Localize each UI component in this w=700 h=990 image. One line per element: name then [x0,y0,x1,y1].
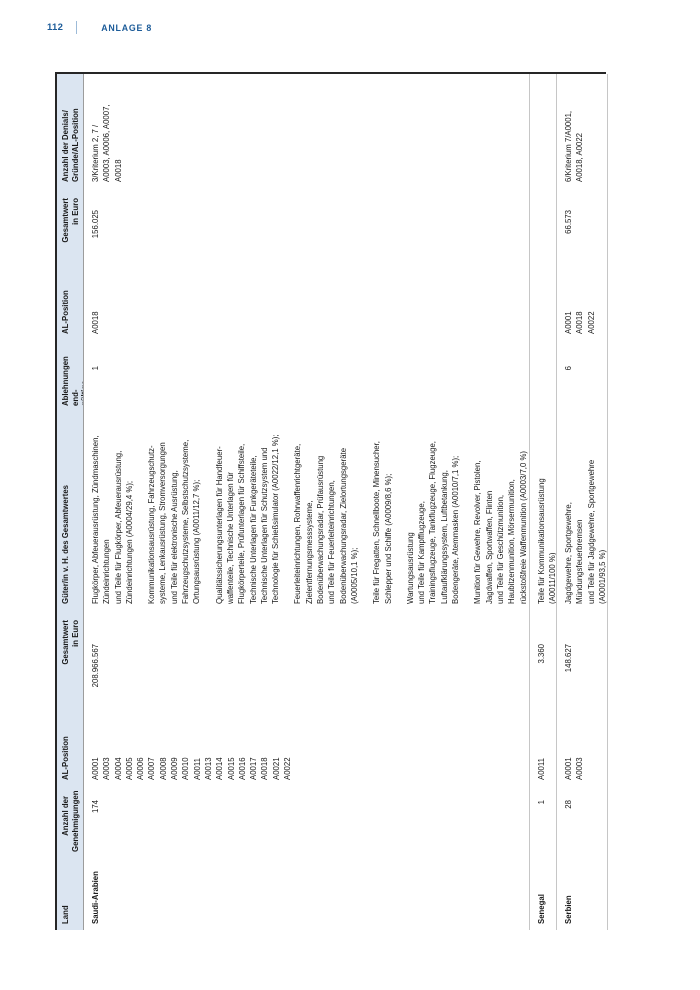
cell-gesamtwert: 148.627 [564,644,573,673]
cell-al-positionen-abl [530,264,556,340]
header-divider [76,21,78,34]
cell-ablehnungen: 1 [91,366,100,371]
cell-genehmigungen: 174 [91,800,100,814]
cell-gesamtwert: 3.360 [537,644,546,664]
cell-denials: 6/Kriterium 7/A0001, A0018, A0022 [564,110,585,182]
cell-al-positionen: A0001 A0003 [564,757,585,780]
cell-gueter: Teile für Kommunikationsausrüstung (A0011… [537,478,556,604]
cell-ablehnungen: 6 [564,366,573,371]
cell-al-positionen: A0011 [537,758,546,780]
cell-land: Saudi-Arabien [91,871,100,924]
cell-ablehnungen [530,340,556,412]
cell-gueter: Flugkörper, Abfeuerausrüstung, Zündmasch… [91,434,528,604]
header-land: Land [61,905,70,924]
cell-land: Serbien [564,895,573,924]
rotated-table-container: Land Anzahl der Genehmigungen AL-Position… [55,72,608,930]
header-gueter: Güter/in v. H. des Gesamtwertes [61,484,70,604]
cell-al-positionen-abl: A0001 A0018 A0022 [564,311,596,334]
cell-al-positionen: A0001 A0003 A0004 A0005 A0006 A0007 A0008 A0009… [91,757,293,780]
header-ablehnungen: Ablehnungen end-gültige Ausfuhren [61,356,83,406]
annex-label: ANLAGE 8 [101,22,153,33]
header-gesamtwert: Gesamtwert in Euro [61,620,80,665]
cell-denials: 3/Kriterium 2, 7 /A0003, A0006, A0007, A0… [91,104,123,182]
cell-land: Senegal [537,894,546,924]
cell-genehmigungen: 28 [564,800,573,809]
table-row-saudi-arabien: Saudi-Arabien 174 A0001 A0003 A0004 A0005 A0… [84,74,530,930]
table-header-row: Land Anzahl der Genehmigungen AL-Position… [57,74,84,930]
cell-gesamtwert: 208.966.567 [91,644,100,688]
header-anzahl-denials: Anzahl der Denials/Gründe/AL-Position [61,108,80,182]
cell-gesamtwert-abl: 66.573 [564,210,573,234]
header-al-position: AL-Position [61,736,70,780]
page-number: 112 [47,22,64,33]
page-header: 112 ANLAGE 8 [47,21,152,34]
export-licences-table: Land Anzahl der Genehmigungen AL-Position… [55,72,608,930]
header-gesamtwert-denials: Gesamtwert in Euro [61,198,80,243]
header-genehmigungen: Anzahl der Genehmigungen [61,790,80,852]
table-row-senegal: Senegal 1 A0011 3.360 Teile für Kommunik… [530,74,557,930]
cell-genehmigungen: 1 [537,800,546,805]
cell-gesamtwert-abl: 156.025 [91,210,100,239]
table-row-serbien: Serbien 28 A0001 A0003 148.627 Jagdgewehr… [557,74,608,930]
cell-gesamtwert-abl [530,188,556,264]
header-al-position-denials: AL-Position [61,290,70,334]
cell-gueter: Jagdgewehre, Sportgewehre, Mündungsfeuerb… [564,459,607,604]
cell-al-positionen-abl: A0018 [91,311,100,334]
cell-denials [530,72,556,188]
